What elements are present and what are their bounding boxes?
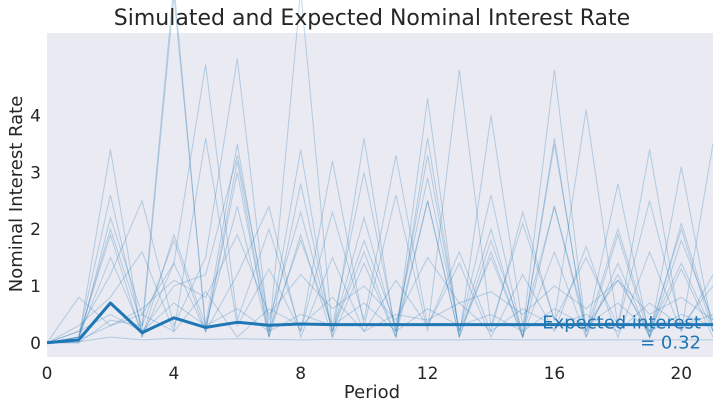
x-axis-label: Period (344, 382, 400, 403)
expected-series (46, 301, 713, 345)
simulated-path-1 (46, 138, 714, 344)
simulated-path-3 (47, 64, 714, 344)
simulated-path-13 (46, 233, 714, 344)
plot-area (47, 33, 713, 357)
y-tick-label: 1 (30, 277, 41, 297)
y-tick-label: 4 (30, 106, 41, 126)
chart-title: Simulated and Expected Nominal Interest … (114, 6, 630, 31)
simulated-path-5 (46, 0, 714, 344)
y-axis-label: Nominal Interest Rate (6, 96, 27, 293)
x-tick-label: 8 (295, 364, 306, 384)
simulated-path-2 (46, 0, 714, 344)
x-tick-label: 16 (544, 364, 566, 384)
simulated-path-4 (46, 58, 714, 344)
x-tick-label: 4 (168, 364, 179, 384)
y-tick-label: 0 (30, 334, 41, 354)
annotation-line2: = 0.32 (640, 333, 701, 354)
simulated-path-9 (47, 204, 714, 344)
y-tick-label: 2 (30, 220, 41, 240)
annotation-line1: Expected interest (542, 313, 701, 334)
simulated-path-10 (46, 290, 714, 344)
simulated-path-7 (46, 138, 714, 344)
expected-interest-line (46, 301, 713, 345)
x-tick-label: 20 (670, 364, 692, 384)
y-tick-label: 3 (30, 163, 41, 183)
simulated-path-8 (46, 155, 714, 344)
simulated-path-12 (46, 336, 713, 344)
simulated-path-11 (46, 160, 714, 344)
simulated-path-14 (46, 302, 714, 344)
x-tick-label: 0 (42, 364, 53, 384)
x-tick-label: 12 (417, 364, 439, 384)
